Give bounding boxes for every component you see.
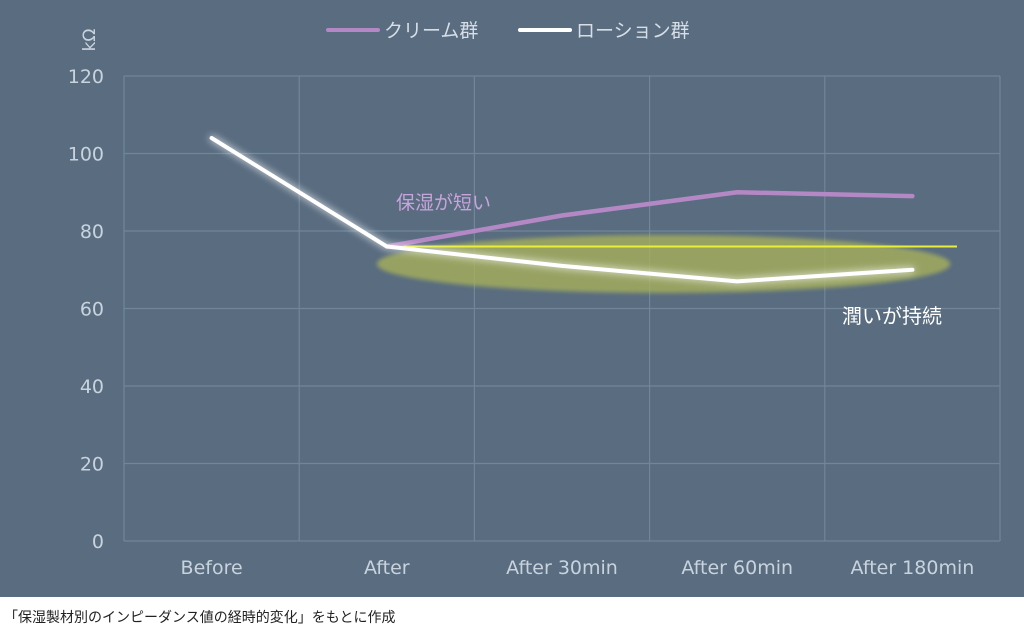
x-tick-label: After 30min	[506, 557, 618, 579]
y-tick-label: 20	[80, 454, 104, 476]
series-line-0	[384, 190, 915, 249]
x-tick-label: After	[364, 557, 410, 579]
y-tick-label: 120	[68, 66, 104, 88]
legend-label-0: クリーム群	[384, 20, 478, 42]
source-caption: 「保湿製材別のインピーダンス値の経時的変化」をもとに作成	[4, 610, 396, 626]
x-tick-label: Before	[181, 557, 243, 579]
annotation-1: 潤いが持続	[842, 304, 942, 328]
y-tick-label: 100	[68, 144, 104, 166]
annotation-0: 保湿が短い	[396, 192, 491, 214]
legend-label-1: ローション群	[576, 20, 690, 42]
y-tick-label: 60	[80, 299, 104, 321]
y-tick-label: 40	[80, 376, 104, 398]
y-tick-label: 0	[92, 531, 104, 553]
x-tick-label: After 60min	[681, 557, 793, 579]
series-line-1	[209, 136, 915, 284]
y-tick-label: 80	[80, 221, 104, 243]
line-chart: 0 20 40 60 80 100 120 Before After After 30min Aft…	[68, 20, 1001, 579]
highlight-ellipse	[376, 234, 951, 293]
y-axis-label: kΩ	[80, 29, 100, 52]
x-tick-label: After 180min	[851, 557, 975, 579]
